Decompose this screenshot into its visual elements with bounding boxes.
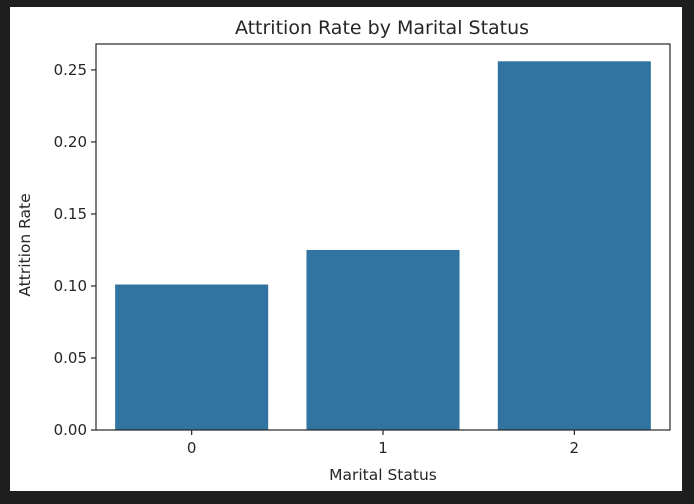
chart-frame: Attrition Rate by Marital Status 0 1 2 0.00… [10,7,682,491]
bar-0 [115,284,269,430]
bar-2 [497,61,651,431]
bar-chart: Attrition Rate by Marital Status 0 1 2 0.00… [16,17,671,484]
y-tick-label: 0.00 [54,421,87,439]
bars-layer [115,61,651,431]
x-axis-label: Marital Status [329,466,437,484]
bar-1 [306,249,460,430]
x-tick-label: 1 [378,439,388,457]
y-tick-label: 0.25 [54,61,87,79]
y-tick-label: 0.15 [54,205,87,223]
x-tick-label: 2 [570,439,580,457]
y-tick-label: 0.10 [54,277,87,295]
plot-frame [95,43,671,431]
axes-layer: 0 1 2 0.00 0.05 0.10 0.15 0.20 0.25 [54,43,671,457]
y-tick-label: 0.20 [54,133,87,151]
y-axis-label: Attrition Rate [16,193,34,296]
x-tick-label: 0 [187,439,197,457]
y-tick-label: 0.05 [54,349,87,367]
chart-title: Attrition Rate by Marital Status [235,17,529,39]
